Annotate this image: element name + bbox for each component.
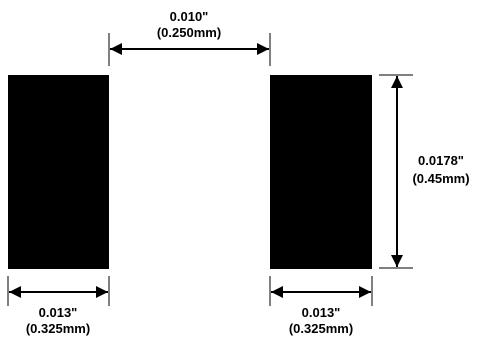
left-width-inch-label: 0.013"	[39, 305, 78, 320]
left-pad	[8, 75, 109, 269]
right-width-dimension: 0.013" (0.325mm)	[269, 276, 373, 336]
height-dimension: 0.0178" (0.45mm)	[379, 74, 470, 269]
gap-dimension: 0.010" (0.250mm)	[108, 9, 271, 66]
left-width-mm-label: (0.325mm)	[26, 321, 90, 336]
height-mm-label: (0.45mm)	[412, 171, 469, 186]
left-width-dimension: 0.013" (0.325mm)	[7, 276, 110, 336]
gap-inch-label: 0.010"	[170, 9, 209, 24]
right-width-mm-label: (0.325mm)	[289, 321, 353, 336]
height-inch-label: 0.0178"	[418, 153, 464, 168]
right-width-inch-label: 0.013"	[302, 305, 341, 320]
right-pad	[270, 75, 372, 269]
gap-mm-label: (0.250mm)	[157, 25, 221, 40]
